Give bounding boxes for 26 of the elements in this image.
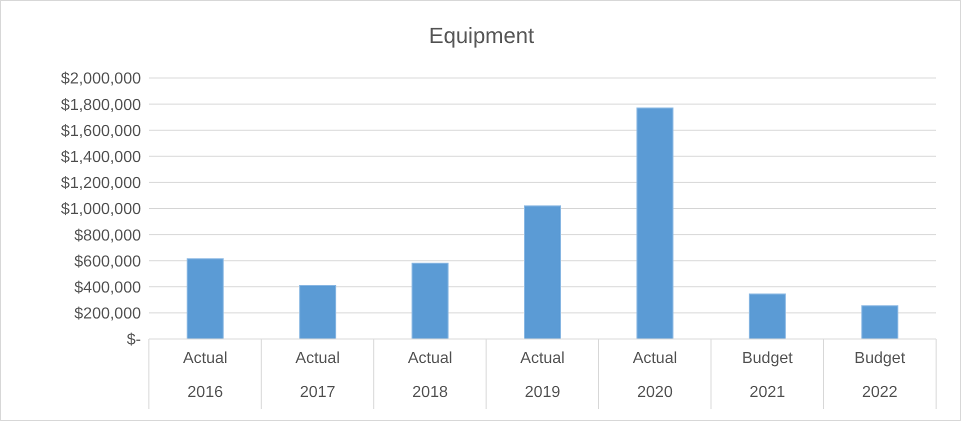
bar [748, 293, 786, 339]
y-tick-label: $600,000 [74, 253, 142, 270]
x-tick-label: Actual 2017 [295, 350, 340, 401]
x-tick-label: Actual 2020 [632, 350, 678, 401]
bar [524, 205, 562, 339]
y-tick-label: $- [126, 332, 141, 349]
bar [299, 284, 336, 339]
bar [412, 262, 449, 339]
chart-title: Equipment [428, 23, 536, 49]
y-tick-label: $800,000 [74, 227, 142, 244]
y-tick-label: $2,000,000 [60, 70, 142, 88]
x-tick-label: Actual 2018 [408, 350, 452, 401]
x-tick-label: Actual 2019 [520, 350, 565, 401]
y-tick-label: $1,000,000 [60, 201, 142, 218]
y-tick-label: $1,200,000 [60, 175, 142, 192]
bar [186, 258, 224, 339]
y-tick-label: $1,600,000 [60, 122, 142, 140]
y-tick-label: $400,000 [74, 279, 142, 296]
y-tick-label: $1,400,000 [60, 148, 142, 166]
y-tick-label: $1,800,000 [60, 96, 142, 114]
x-tick-label: Budget 2021 [742, 350, 794, 401]
x-tick-label: Budget 2022 [854, 350, 906, 401]
y-tick-label: $200,000 [74, 306, 142, 323]
bar [636, 108, 674, 339]
bar [861, 305, 898, 339]
x-tick-label: Actual 2016 [182, 350, 228, 401]
